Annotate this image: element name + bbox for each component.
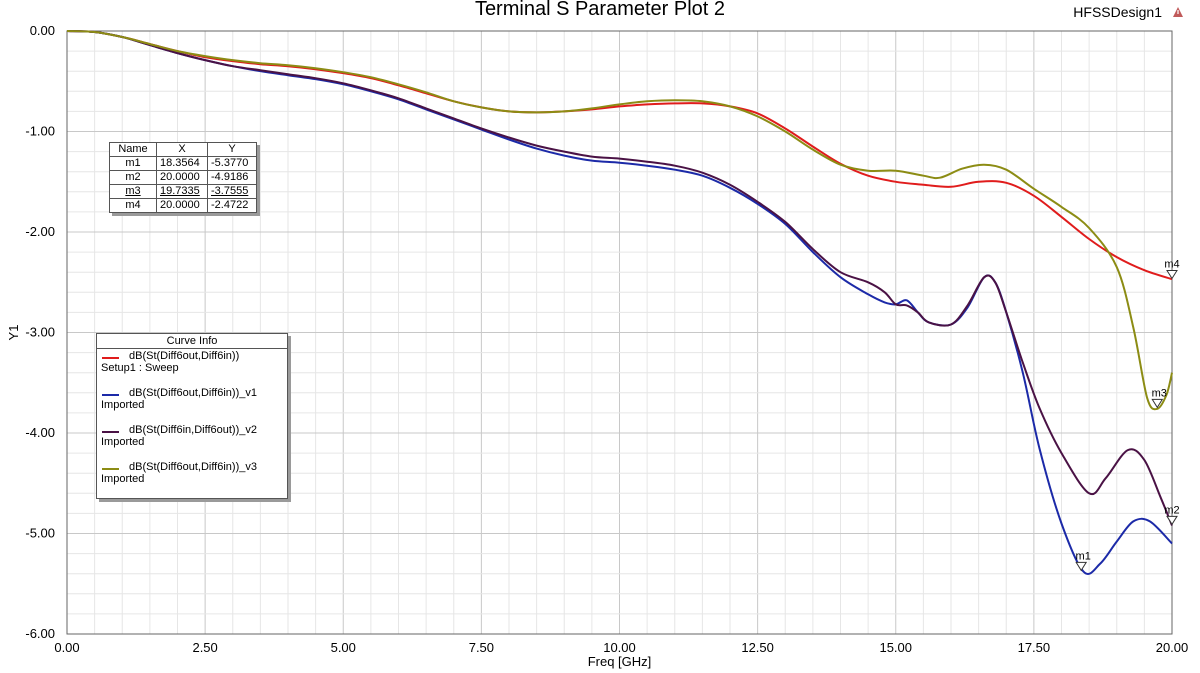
design-name: HFSSDesign1 (1073, 4, 1162, 20)
x-tick-label: 10.00 (603, 640, 636, 655)
marker-x: 19.7335 (156, 184, 208, 199)
marker-label: m4 (1164, 258, 1179, 270)
marker-triangle-icon (1151, 398, 1164, 409)
plot-frame (66, 30, 1173, 635)
legend-item[interactable]: dB(St(Diff6out,Diff6in))_v3 Imported (97, 460, 287, 497)
marker-table-header-x: X (156, 142, 208, 157)
x-tick-label: 17.50 (1018, 640, 1051, 655)
legend-label: dB(St(Diff6out,Diff6in)) (129, 350, 240, 362)
marker-label: m2 (1164, 504, 1179, 516)
marker-table-header: Name X Y (109, 142, 257, 157)
table-row[interactable]: m3 19.7335 -3.7555 (109, 184, 257, 199)
marker-x: 20.0000 (156, 198, 208, 213)
curve-info-legend[interactable]: Curve Info dB(St(Diff6out,Diff6in)) Setu… (96, 333, 288, 499)
marker-triangle-icon (1166, 515, 1178, 526)
legend-label: dB(St(Diff6out,Diff6in))_v3 (129, 461, 257, 473)
legend-sublabel: Setup1 : Sweep (101, 362, 179, 374)
y-tick-label: -2.00 (25, 224, 55, 239)
y-tick-label: -4.00 (25, 425, 55, 440)
marker-name: m3 (109, 184, 157, 199)
y-tick-label: 0.00 (30, 23, 55, 38)
y-axis-label: Y1 (6, 325, 21, 341)
x-axis-label: Freq [GHz] (588, 654, 652, 669)
marker-table-header-y: Y (207, 142, 257, 157)
marker-name: m1 (109, 156, 157, 171)
table-row[interactable]: m1 18.3564 -5.3770 (109, 156, 257, 171)
plot-title: Terminal S Parameter Plot 2 (474, 0, 726, 20)
series-line-v2 (66, 30, 1173, 526)
marker-y: -3.7555 (207, 184, 257, 199)
legend-swatch (102, 357, 119, 359)
table-row[interactable]: m4 20.0000 -2.4722 (109, 198, 257, 213)
legend-item[interactable]: dB(St(Diff6out,Diff6in))_v1 Imported (97, 386, 287, 423)
y-tick-label: -3.00 (25, 325, 55, 340)
legend-label: dB(St(Diff6out,Diff6in))_v1 (129, 387, 257, 399)
legend-label: dB(St(Diff6in,Diff6out))_v2 (129, 424, 257, 436)
marker-name: m4 (109, 198, 157, 213)
x-tick-label: 0.00 (54, 640, 79, 655)
x-tick-label: 15.00 (879, 640, 912, 655)
marker-label: m3 (1152, 387, 1167, 399)
legend-swatch (102, 468, 119, 470)
x-tick-label: 20.00 (1156, 640, 1189, 655)
y-tick-label: -1.00 (25, 124, 55, 139)
series-line-v3 (66, 30, 1173, 411)
legend-sublabel: Imported (101, 473, 145, 485)
legend-item[interactable]: dB(St(Diff6in,Diff6out))_v2 Imported (97, 423, 287, 460)
marker-table[interactable]: Name X Y m1 18.3564 -5.3770 m2 20.0000 -… (109, 142, 257, 213)
table-row[interactable]: m2 20.0000 -4.9186 (109, 170, 257, 185)
y-tick-label: -6.00 (25, 626, 55, 641)
warning-triangle-icon[interactable] (1172, 6, 1184, 18)
x-tick-label: 5.00 (331, 640, 356, 655)
y-tick-label: -5.00 (25, 526, 55, 541)
x-tick-label: 12.50 (741, 640, 774, 655)
x-tick-label: 7.50 (469, 640, 494, 655)
marker-x: 18.3564 (156, 156, 208, 171)
marker-triangle-icon (1075, 561, 1088, 572)
legend-sublabel: Imported (101, 399, 145, 411)
legend-title: Curve Info (97, 334, 287, 349)
marker-triangle-icon (1166, 269, 1178, 280)
legend-sublabel: Imported (101, 436, 145, 448)
x-tick-label: 2.50 (192, 640, 217, 655)
marker-table-header-name: Name (109, 142, 157, 157)
marker-y: -4.9186 (207, 170, 257, 185)
legend-swatch (102, 394, 119, 396)
legend-item[interactable]: dB(St(Diff6out,Diff6in)) Setup1 : Sweep (97, 349, 287, 386)
marker-x: 20.0000 (156, 170, 208, 185)
legend-swatch (102, 431, 119, 433)
marker-y: -5.3770 (207, 156, 257, 171)
marker-name: m2 (109, 170, 157, 185)
marker-y: -2.4722 (207, 198, 257, 213)
marker-label: m1 (1076, 550, 1091, 562)
